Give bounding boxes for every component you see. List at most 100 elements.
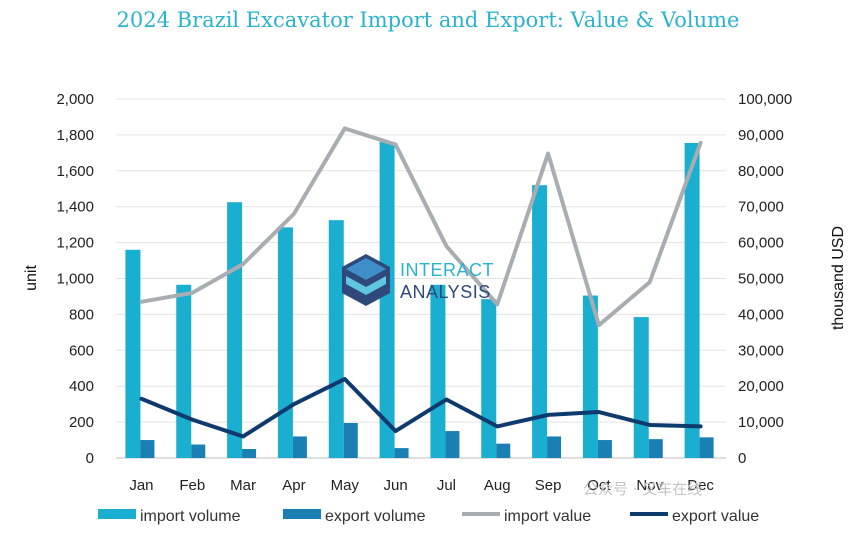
point-import-value — [395, 144, 397, 146]
x-tick-label: Jul — [437, 477, 456, 494]
logo-text-line1: INTERACT — [400, 260, 494, 280]
point-import-value — [445, 245, 447, 247]
bar-export-volume — [648, 439, 663, 458]
bar-import-volume — [379, 142, 395, 458]
point-import-value — [191, 292, 193, 294]
bar-import-volume — [227, 202, 243, 458]
legend-label-import-volume: import volume — [140, 508, 241, 525]
legend-label-import-value: import value — [504, 508, 591, 525]
x-tick-label: Feb — [179, 477, 205, 494]
watermark: 公众号 · 叉车在线 — [583, 480, 703, 498]
y2-tick-label: 40,000 — [738, 306, 784, 323]
point-export-value — [242, 435, 244, 437]
y2-tick-label: 90,000 — [738, 127, 784, 144]
bar-export-volume — [699, 437, 714, 458]
bar-export-volume — [496, 443, 511, 458]
point-export-value — [191, 419, 193, 421]
y-axis-right-ticks: 0 10,000 20,000 30,000 40,000 50,000 60,000 70,… — [738, 91, 792, 467]
y-axis-left-ticks: 0 200 400 600 800 1,000 1,200 1,400 1,600 1,800 2,… — [56, 91, 94, 467]
point-export-value — [395, 430, 397, 432]
point-export-value — [649, 424, 651, 426]
bar-export-volume — [394, 448, 409, 458]
bar-export-volume — [445, 431, 460, 458]
point-import-value — [649, 281, 651, 283]
y-tick-label: 800 — [69, 306, 94, 323]
point-import-value — [598, 324, 600, 326]
point-export-value — [598, 411, 600, 413]
gridlines — [116, 98, 726, 459]
point-import-value — [700, 142, 702, 144]
y-tick-label: 1,600 — [56, 163, 94, 180]
bar-export-volume — [242, 449, 257, 458]
bar-import-volume — [176, 284, 192, 458]
y-tick-label: 2,000 — [56, 91, 94, 108]
bar-export-volume — [343, 422, 358, 458]
point-export-value — [140, 398, 142, 400]
bar-import-volume — [481, 299, 497, 458]
point-import-value — [140, 301, 142, 303]
y2-tick-label: 100,000 — [738, 91, 792, 108]
bar-export-volume — [597, 440, 612, 458]
y-tick-label: 0 — [86, 450, 94, 467]
point-import-value — [242, 263, 244, 265]
line-export-value — [139, 377, 703, 439]
point-export-value — [293, 403, 295, 405]
y2-tick-label: 80,000 — [738, 163, 784, 180]
x-tick-label: Jun — [383, 477, 407, 494]
point-import-value — [344, 127, 346, 129]
legend-swatch-export-volume — [283, 509, 321, 519]
y-axis-left-label: unit — [23, 265, 40, 291]
bar-import-volume — [430, 284, 446, 458]
legend-swatch-import-volume — [98, 509, 136, 519]
chart-title: 2024 Brazil Excavator Import and Export:… — [116, 8, 740, 32]
point-import-value — [547, 153, 549, 155]
bar-export-volume — [547, 436, 562, 458]
x-tick-label: Oct — [587, 477, 611, 494]
legend-label-export-value: export value — [672, 508, 759, 525]
y-tick-label: 600 — [69, 342, 94, 359]
legend: import volume export volume import value ex… — [98, 508, 759, 525]
y2-tick-label: 70,000 — [738, 199, 784, 216]
bars — [125, 142, 714, 459]
bar-export-volume — [292, 436, 307, 458]
x-tick-label: Mar — [230, 477, 256, 494]
x-tick-label: May — [331, 477, 360, 494]
x-tick-label: Aug — [484, 477, 511, 494]
y-tick-label: 1,000 — [56, 271, 94, 288]
logo-cube-face-top — [346, 258, 386, 280]
bar-import-volume — [684, 142, 700, 459]
x-tick-label: Sep — [535, 477, 562, 494]
bar-import-volume — [125, 249, 141, 458]
y2-tick-label: 0 — [738, 450, 746, 467]
point-import-value — [496, 303, 498, 305]
bar-import-volume — [277, 227, 293, 458]
bar-import-volume — [633, 317, 649, 458]
legend-label-export-volume: export volume — [325, 508, 426, 525]
bar-import-volume — [328, 220, 344, 458]
y-tick-label: 400 — [69, 378, 94, 395]
x-tick-label: Dec — [687, 477, 714, 494]
bar-export-volume — [191, 444, 206, 458]
y2-tick-label: 10,000 — [738, 414, 784, 431]
point-export-value — [445, 398, 447, 400]
y-tick-label: 1,400 — [56, 199, 94, 216]
point-export-value — [700, 425, 702, 427]
x-tick-label: Apr — [282, 477, 305, 494]
y2-tick-label: 20,000 — [738, 378, 784, 395]
bar-import-volume — [582, 295, 598, 458]
y-tick-label: 200 — [69, 414, 94, 431]
logo-cube-face-mid — [346, 276, 386, 295]
y2-tick-label: 30,000 — [738, 342, 784, 359]
x-tick-label: Nov — [636, 477, 663, 494]
line-import-value — [139, 126, 703, 328]
x-axis-ticks: Jan Feb Mar Apr May Jun Jul Aug Sep Oct Nov Dec — [129, 477, 714, 494]
y2-tick-label: 60,000 — [738, 235, 784, 252]
bar-import-volume — [532, 185, 548, 458]
y-axis-right-label: thousand USD — [830, 226, 847, 330]
y-tick-label: 1,200 — [56, 235, 94, 252]
point-export-value — [496, 425, 498, 427]
point-import-value — [293, 213, 295, 215]
lines — [139, 126, 703, 439]
point-export-value — [344, 378, 346, 380]
